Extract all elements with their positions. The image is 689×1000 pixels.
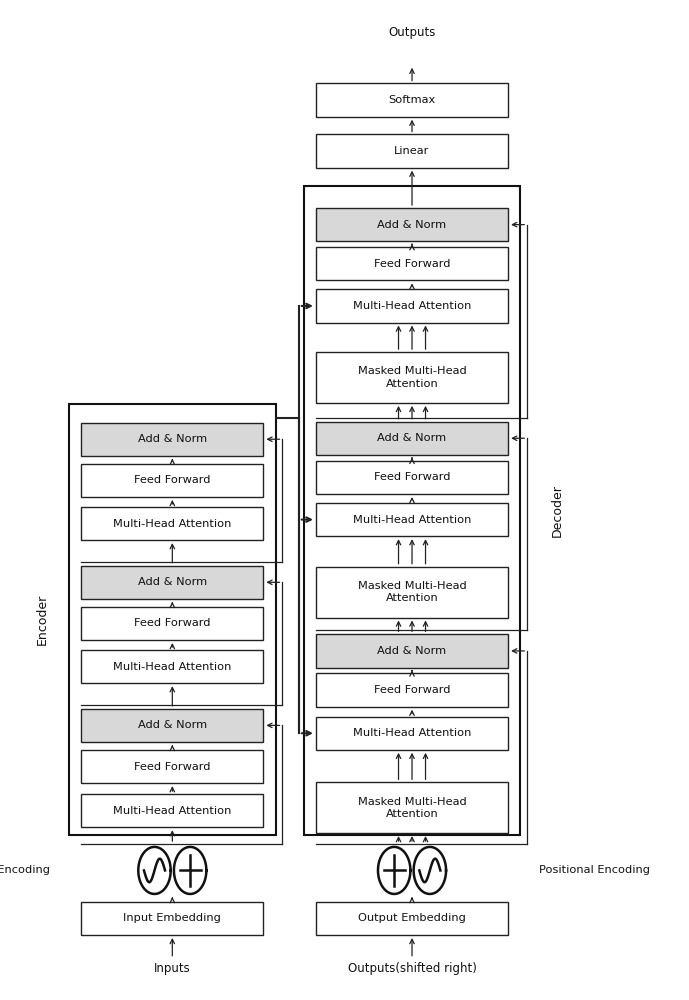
Text: Encoder: Encoder <box>36 594 48 645</box>
Text: Multi-Head Attention: Multi-Head Attention <box>353 515 471 525</box>
Bar <box>316 134 508 168</box>
Text: Feed Forward: Feed Forward <box>134 618 211 628</box>
Bar <box>81 507 263 540</box>
Text: Positional Encoding: Positional Encoding <box>0 865 50 875</box>
Text: Input Embedding: Input Embedding <box>123 913 221 923</box>
Bar <box>316 902 508 935</box>
Text: Output Embedding: Output Embedding <box>358 913 466 923</box>
Text: Decoder: Decoder <box>551 484 564 537</box>
Text: Feed Forward: Feed Forward <box>373 472 451 482</box>
Text: Masked Multi-Head
Attention: Masked Multi-Head Attention <box>358 581 466 603</box>
Text: Add & Norm: Add & Norm <box>378 220 446 230</box>
Text: Add & Norm: Add & Norm <box>138 720 207 730</box>
Bar <box>316 352 508 403</box>
Bar <box>81 650 263 683</box>
Text: Linear: Linear <box>394 146 430 156</box>
Bar <box>81 566 263 599</box>
Text: Feed Forward: Feed Forward <box>134 762 211 772</box>
Text: Inputs: Inputs <box>154 962 191 975</box>
Bar <box>81 709 263 742</box>
Bar <box>316 634 508 668</box>
Bar <box>81 607 263 640</box>
Text: Feed Forward: Feed Forward <box>373 259 451 269</box>
Text: Multi-Head Attention: Multi-Head Attention <box>353 301 471 311</box>
Text: Positional Encoding: Positional Encoding <box>539 865 650 875</box>
Text: Feed Forward: Feed Forward <box>373 685 451 695</box>
Bar <box>69 404 276 835</box>
Bar <box>81 423 263 456</box>
Bar <box>316 461 508 494</box>
Bar <box>316 717 508 750</box>
Bar <box>316 289 508 323</box>
Bar <box>316 422 508 455</box>
Text: Add & Norm: Add & Norm <box>138 434 207 444</box>
Text: Feed Forward: Feed Forward <box>134 475 211 485</box>
Bar <box>81 750 263 783</box>
Text: Multi-Head Attention: Multi-Head Attention <box>353 728 471 738</box>
Bar <box>81 794 263 827</box>
Bar <box>316 673 508 707</box>
Text: Masked Multi-Head
Attention: Masked Multi-Head Attention <box>358 366 466 389</box>
Bar <box>81 464 263 497</box>
Text: Outputs: Outputs <box>389 26 435 39</box>
Bar <box>316 782 508 833</box>
Text: Multi-Head Attention: Multi-Head Attention <box>113 662 232 672</box>
Text: Add & Norm: Add & Norm <box>378 433 446 443</box>
Bar <box>316 247 508 280</box>
Bar <box>316 567 508 618</box>
Text: Multi-Head Attention: Multi-Head Attention <box>113 519 232 529</box>
Bar <box>316 83 508 117</box>
Text: Multi-Head Attention: Multi-Head Attention <box>113 806 232 816</box>
Bar <box>304 186 520 835</box>
Text: Add & Norm: Add & Norm <box>138 577 207 587</box>
Text: Masked Multi-Head
Attention: Masked Multi-Head Attention <box>358 797 466 819</box>
Text: Softmax: Softmax <box>389 95 435 105</box>
Bar <box>81 902 263 935</box>
Bar <box>316 208 508 241</box>
Bar <box>316 503 508 536</box>
Text: Add & Norm: Add & Norm <box>378 646 446 656</box>
Text: Outputs(shifted right): Outputs(shifted right) <box>347 962 477 975</box>
